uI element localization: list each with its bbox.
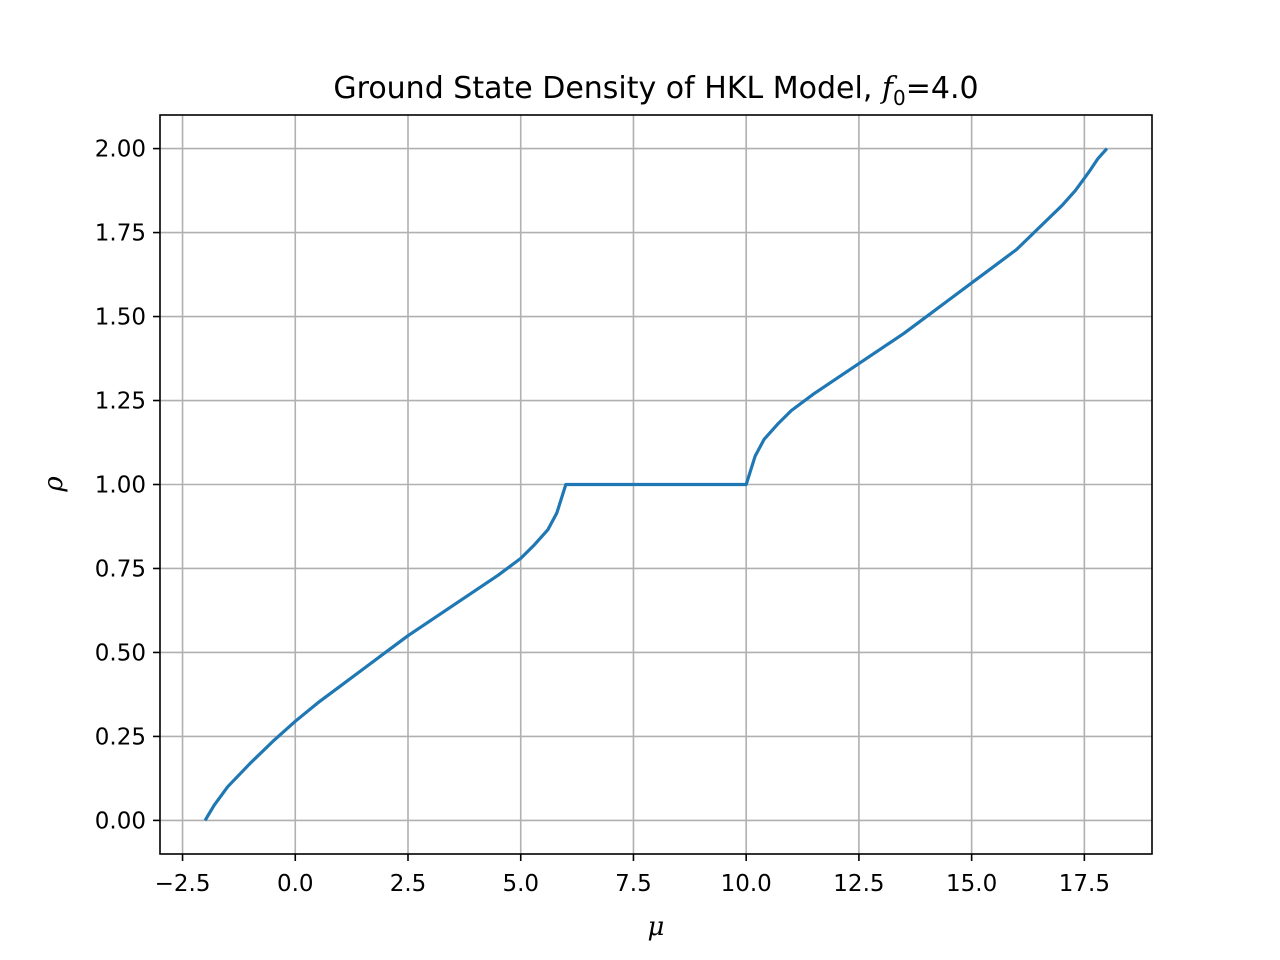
density-line [203, 147, 1109, 822]
chart-title-prefix: Ground State Density of HKL Model, [333, 71, 882, 106]
y-axis-label: ρ [39, 476, 69, 493]
x-tick-label: −2.5 [155, 871, 211, 897]
y-tick-label: 0.75 [95, 556, 146, 582]
y-tick-label: 2.00 [95, 137, 146, 163]
chart-title: Ground State Density of HKL Model, f0=4.… [333, 71, 978, 110]
x-tick-label: 10.0 [721, 871, 772, 897]
chart-title-suffix: =4.0 [906, 71, 979, 106]
y-tick-label: 0.25 [95, 724, 146, 750]
x-tick-label: 7.5 [615, 871, 652, 897]
x-axis-label: μ [648, 912, 665, 942]
x-tick-label: 5.0 [502, 871, 539, 897]
x-tick-label: 15.0 [946, 871, 997, 897]
y-tick-label: 0.50 [95, 640, 146, 666]
x-tick-label: 2.5 [390, 871, 427, 897]
y-tick-label: 1.00 [95, 473, 146, 499]
chart-title-sub: 0 [893, 86, 906, 110]
series-layer [203, 147, 1109, 822]
ticks: −2.5 0.0 2.5 5.0 7.5 10.0 12.5 15.0 17.5 0.00 0.25… [95, 137, 1110, 897]
y-tick-label: 1.25 [95, 389, 146, 415]
x-tick-label: 12.5 [833, 871, 884, 897]
x-tick-label: 0.0 [277, 871, 314, 897]
x-tick-label: 17.5 [1059, 871, 1110, 897]
y-tick-label: 0.00 [95, 808, 146, 834]
y-tick-label: 1.50 [95, 305, 146, 331]
y-tick-label: 1.75 [95, 221, 146, 247]
